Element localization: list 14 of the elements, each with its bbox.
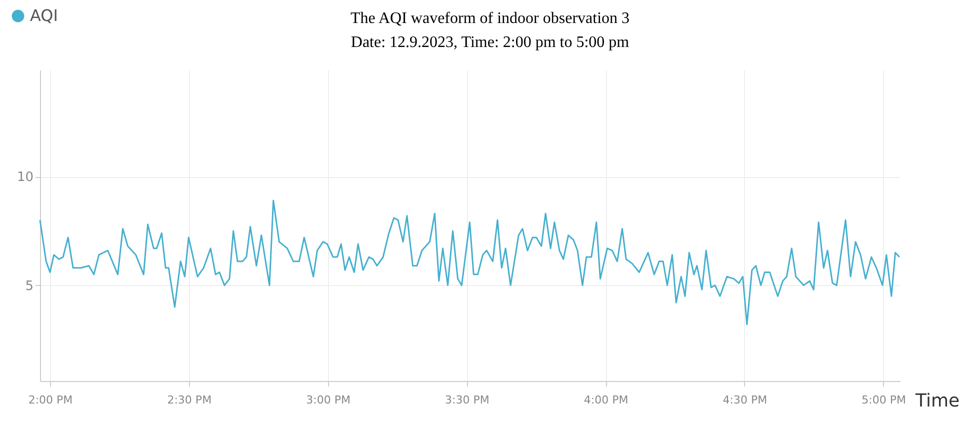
x-tick-label: 4:00 PM: [584, 394, 628, 406]
x-tick-label: 3:30 PM: [445, 394, 490, 406]
chart-subtitle: Date: 12.9.2023, Time: 2:00 pm to 5:00 pm: [350, 34, 630, 51]
x-tick-label: 5:00 PM: [862, 394, 906, 406]
x-tick-label: 2:00 PM: [28, 394, 73, 406]
x-tick-label: 4:30 PM: [722, 394, 768, 406]
x-tick-label: 3:00 PM: [306, 394, 350, 406]
x-axis-title: Time: [914, 390, 960, 412]
y-tick-label: 10: [16, 170, 34, 186]
line-series: [39, 200, 900, 326]
x-tick-label: 2:30 PM: [167, 394, 212, 406]
legend-label: AQI: [30, 6, 58, 25]
y-tick-label: 5: [25, 278, 34, 294]
chart-title: The AQI waveform of indoor observation 3: [350, 10, 630, 27]
